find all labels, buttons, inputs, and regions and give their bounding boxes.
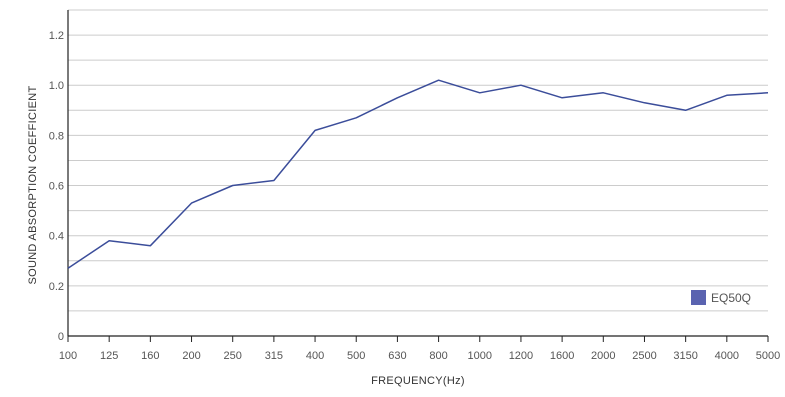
y-tick-label: 0.8 <box>49 130 64 142</box>
y-tick-label: 0.4 <box>49 231 64 243</box>
legend: EQ50Q <box>691 290 751 305</box>
x-tick-label: 1600 <box>550 350 574 362</box>
x-tick-label: 1000 <box>468 350 492 362</box>
x-tick-label: 100 <box>59 350 77 362</box>
x-tick-label: 125 <box>100 350 118 362</box>
x-tick-label: 1200 <box>509 350 533 362</box>
x-tick-label: 4000 <box>715 350 739 362</box>
x-tick-label: 2000 <box>591 350 615 362</box>
y-tick-label: 0 <box>58 331 64 343</box>
x-tick-label: 315 <box>265 350 283 362</box>
x-tick-label: 500 <box>347 350 365 362</box>
x-tick-labels: 100 125 160 200 250 315 400 500 630 800 1000 1200 16… <box>59 350 780 362</box>
x-tick-label: 200 <box>182 350 200 362</box>
y-tick-label: 0.2 <box>49 281 64 293</box>
x-tick-label: 800 <box>429 350 447 362</box>
x-tick-label: 5000 <box>756 350 780 362</box>
legend-swatch <box>691 290 706 305</box>
axes <box>67 10 769 342</box>
x-tick-label: 250 <box>224 350 242 362</box>
x-tick-label: 160 <box>141 350 159 362</box>
y-tick-labels: 0 0.2 0.4 0.6 0.8 1.0 1.2 <box>49 30 64 343</box>
series-line <box>67 79 769 269</box>
x-axis-title: FREQUENCY(Hz) <box>371 375 465 387</box>
y-axis-title: SOUND ABSORPTION COEFFICIENT <box>27 85 39 284</box>
x-tick-label: 400 <box>306 350 324 362</box>
legend-label: EQ50Q <box>711 291 751 305</box>
y-tick-label: 1.2 <box>49 30 64 42</box>
x-tick-label: 3150 <box>673 350 697 362</box>
grid-lines <box>68 9 768 312</box>
y-tick-label: 0.6 <box>49 181 64 193</box>
series-lines <box>67 79 769 269</box>
x-tick-label: 2500 <box>632 350 656 362</box>
y-tick-label: 1.0 <box>49 80 64 92</box>
x-tick-label: 630 <box>388 350 406 362</box>
